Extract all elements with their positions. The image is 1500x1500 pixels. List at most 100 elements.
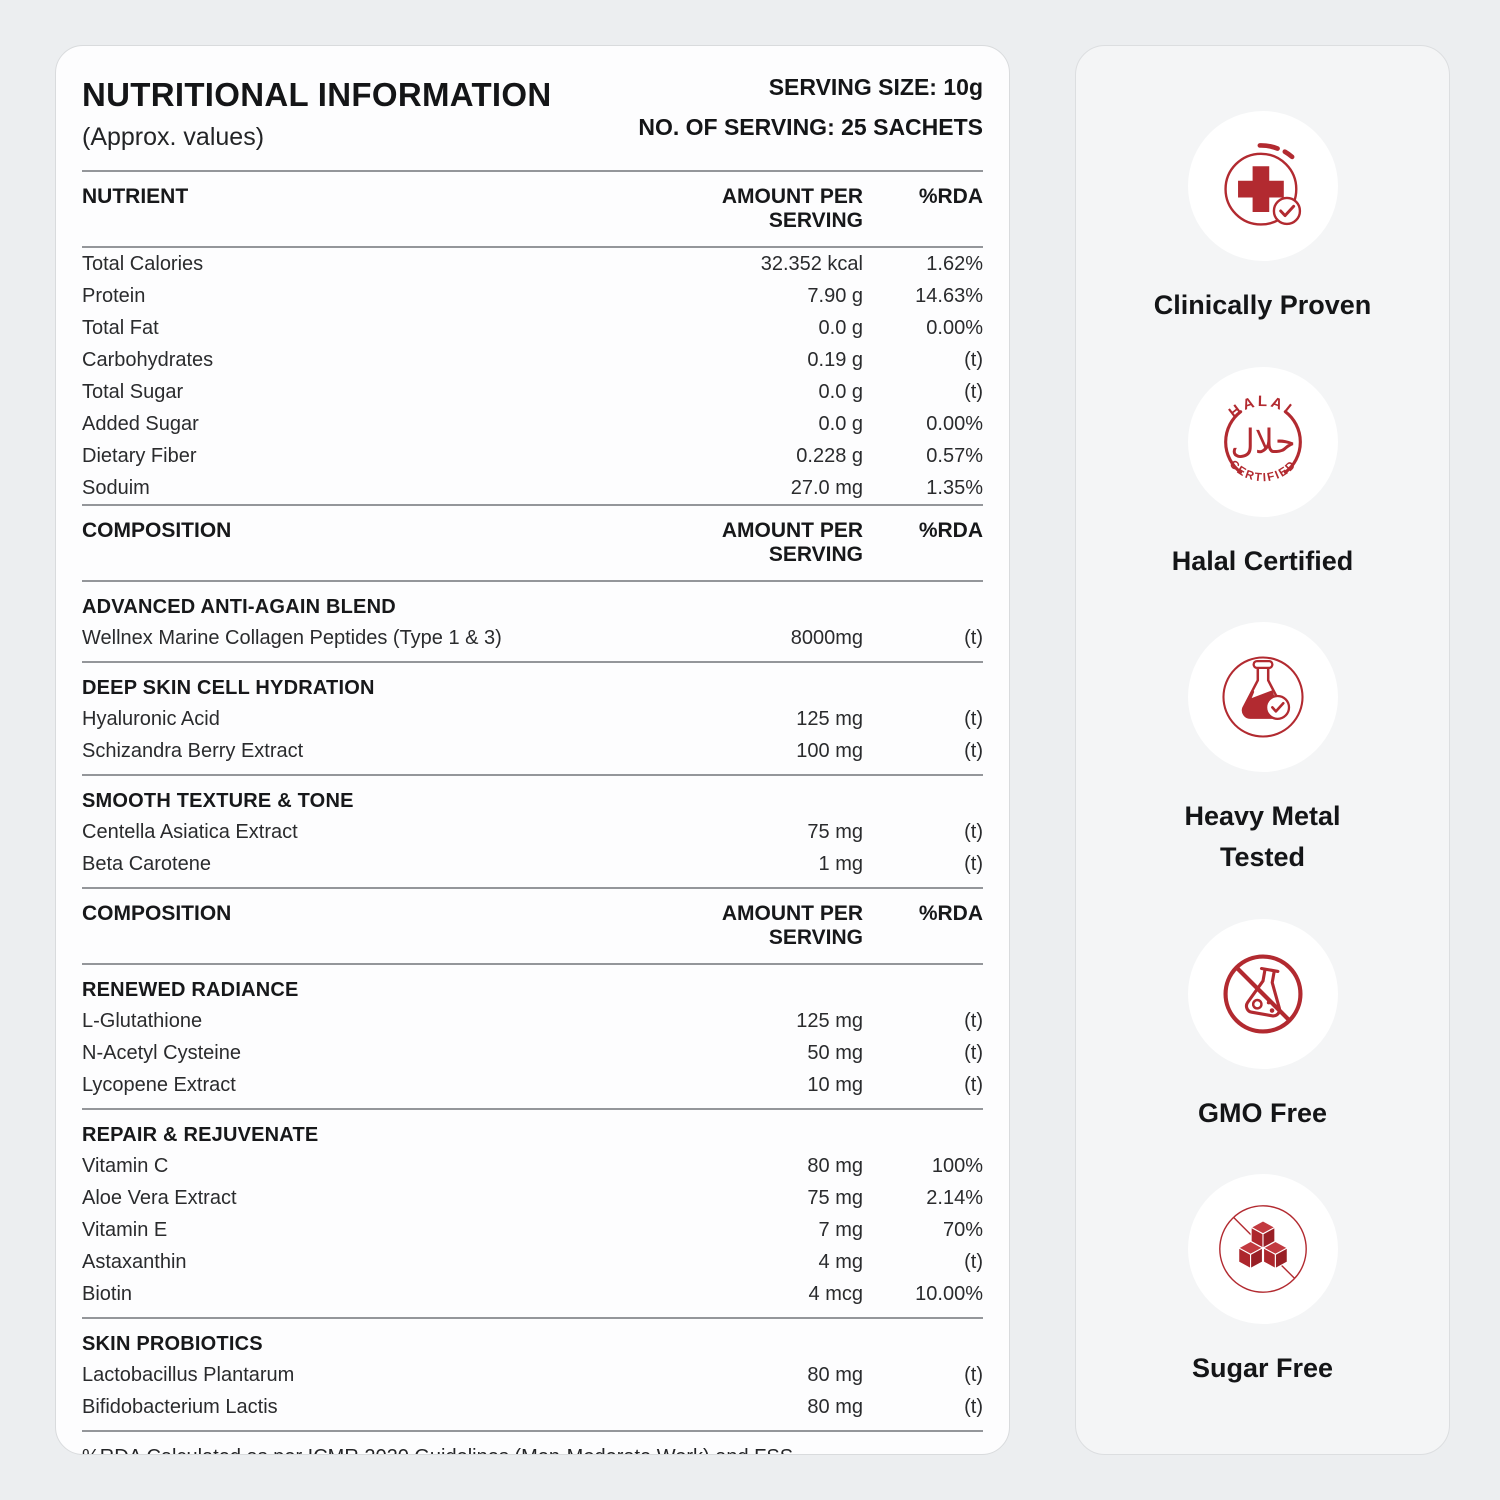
row-rda: 70% [942,1218,983,1241]
row-label: Lycopene Extract [82,1073,236,1096]
badge-label: Sugar Free [1191,1353,1334,1384]
row-label: Biotin [82,1282,133,1305]
badge-heavy-metal-tested: Heavy Metal Tested [1150,622,1375,877]
row-rda: 1.62% [926,252,983,275]
badge-circle [1187,111,1338,262]
section-title: RENEWED RADIANCE [82,978,299,1001]
column-header: COMPOSITION [82,518,232,542]
row-rda: (t) [964,380,983,403]
row-label: Hyaluronic Acid [82,707,220,730]
badge-circle: HALAL CERTIFIED حلال [1187,366,1338,517]
section-title: SKIN PROBIOTICS [82,1332,263,1355]
badge-clinically-proven: Clinically Proven [1154,111,1371,326]
table-row: Biotin 4 mcg 10.00% [82,1278,983,1310]
badge-label: Heavy Metal Tested [1184,801,1341,872]
row-rda: 0.00% [926,316,983,339]
table-row: Total Calories 32.352 kcal 1.62% [82,248,983,280]
row-amount: 0.228 g [796,444,863,467]
row-rda: (t) [964,1250,983,1273]
composition-group: ADVANCED ANTI-AGAIN BLEND Wellnex Marine … [82,593,983,661]
row-label: Lactobacillus Plantarum [82,1363,295,1386]
column-header: NUTRIENT [82,184,189,208]
table-header-row: NUTRIENT AMOUNT PER SERVING %RDA [82,172,983,246]
row-amount: 100 mg [796,739,863,762]
section-title: REPAIR & REJUVENATE [82,1123,319,1146]
table-row: Beta Carotene 1 mg (t) [82,848,983,880]
divider [82,773,983,776]
row-rda: (t) [964,1363,983,1386]
row-rda: (t) [964,707,983,730]
page-title: NUTRITIONAL INFORMATION [82,76,552,113]
row-amount: 50 mg [807,1041,863,1064]
row-rda: 100% [931,1154,983,1177]
divider [82,579,983,582]
divider [82,1316,983,1319]
table-row: Wellnex Marine Collagen Peptides (Type 1… [82,622,983,654]
row-amount: 0.0 g [818,412,863,435]
badge-gmo-free: GMO Free [1187,918,1338,1134]
row-amount: 8000mg [790,626,863,649]
halal-seal-icon: HALAL CERTIFIED حلال [1223,393,1302,484]
row-amount: 4 mg [818,1250,863,1273]
row-rda: (t) [964,739,983,762]
badge-sugar-free: Sugar Free [1187,1174,1338,1389]
badge-halal-certified: HALAL CERTIFIED حلال Halal Certified [1172,366,1353,582]
serving-size: SERVING SIZE: 10g [768,74,983,100]
table-row: Soduim 27.0 mg 1.35% [82,472,983,504]
row-label: Total Fat [82,316,159,339]
column-header: COMPOSITION [82,901,232,925]
row-label: Total Sugar [82,380,184,403]
column-header: %RDA [918,518,983,542]
row-label: Carbohydrates [82,348,214,371]
label-header: NUTRITIONAL INFORMATION (Approx. values)… [82,76,983,152]
table-row: Added Sugar 0.0 g 0.00% [82,408,983,440]
row-rda: 14.63% [915,284,983,307]
row-rda: 0.00% [926,412,983,435]
table-row: Aloe Vera Extract 75 mg 2.14% [82,1182,983,1214]
row-label: Schizandra Berry Extract [82,739,304,762]
row-label: Aloe Vera Extract [82,1186,237,1209]
table-row: Protein 7.90 g 14.63% [82,280,983,312]
divider [82,660,983,663]
row-amount: 4 mcg [808,1282,863,1305]
row-rda: (t) [964,1041,983,1064]
table-row: Hyaluronic Acid 125 mg (t) [82,703,983,735]
column-header: AMOUNT PER SERVING [721,901,863,949]
column-header: %RDA [918,184,983,208]
row-label: Beta Carotene [82,852,211,875]
table-row: Vitamin C 80 mg 100% [82,1150,983,1182]
row-label: Vitamin E [82,1218,168,1241]
table-row: Bifidobacterium Lactis 80 mg (t) [82,1391,983,1423]
row-amount: 80 mg [807,1395,863,1418]
approx-values-note: (Approx. values) [82,122,265,151]
row-amount: 75 mg [807,820,863,843]
footnote: %RDA Calculated as per ICMR 2020 Guideli… [82,1444,983,1454]
table-row: Dietary Fiber 0.228 g 0.57% [82,440,983,472]
section-title: SMOOTH TEXTURE & TONE [82,789,354,812]
column-header: %RDA [918,901,983,925]
row-amount: 7.90 g [807,284,863,307]
composition-group: SMOOTH TEXTURE & TONE Centella Asiatica E… [82,787,983,887]
row-rda: (t) [964,852,983,875]
column-header: AMOUNT PER SERVING [721,184,863,232]
row-label: Bifidobacterium Lactis [82,1395,278,1418]
row-label: Dietary Fiber [82,444,197,467]
table-row: Centella Asiatica Extract 75 mg (t) [82,816,983,848]
label-title-block: NUTRITIONAL INFORMATION (Approx. values) [82,76,551,152]
table-row: Lycopene Extract 10 mg (t) [82,1069,983,1101]
table-header-row: COMPOSITION AMOUNT PER SERVING %RDA [82,506,983,580]
row-label: Total Calories [82,252,204,275]
row-label: Added Sugar [82,412,199,435]
flask-crossed-icon [1222,954,1303,1034]
row-amount: 0.0 g [818,316,863,339]
row-rda: (t) [964,1009,983,1032]
divider [82,245,983,248]
row-rda: (t) [964,1073,983,1096]
table-row: Astaxanthin 4 mg (t) [82,1246,983,1278]
row-amount: 10 mg [807,1073,863,1096]
composition-group: SKIN PROBIOTICS Lactobacillus Plantarum 80… [82,1330,983,1430]
row-rda: 10.00% [915,1282,983,1305]
svg-text:CERTIFIED: CERTIFIED [1226,457,1298,484]
row-amount: 0.19 g [807,348,863,371]
flask-check-icon [1221,656,1304,739]
